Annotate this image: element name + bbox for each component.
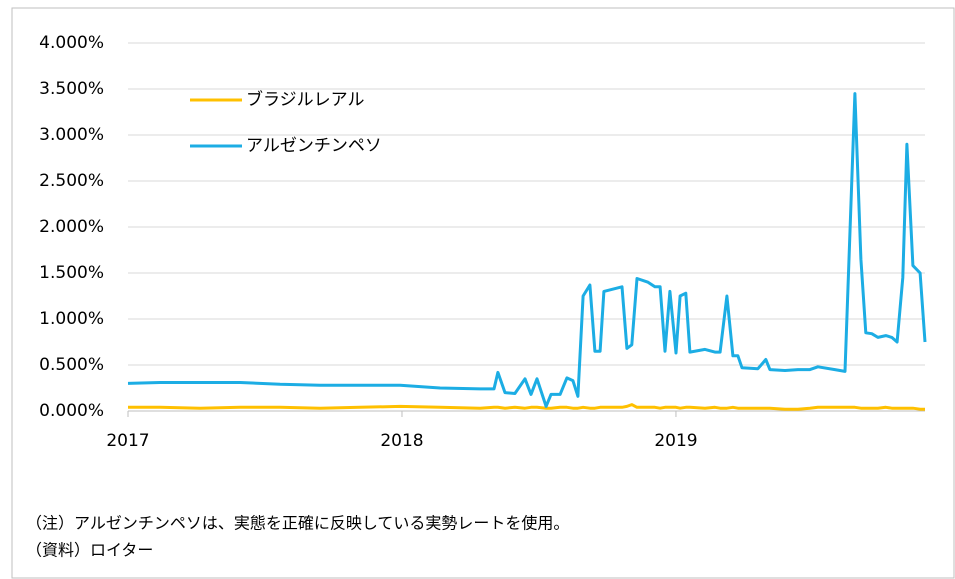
x-tick-label: 2019: [654, 431, 697, 451]
y-tick-label: 4.000%: [39, 33, 104, 53]
x-tick-label: 2018: [380, 431, 423, 451]
legend-label: ブラジルレアル: [246, 89, 365, 110]
x-tick-label: 2017: [106, 431, 149, 451]
y-tick-label: 2.000%: [39, 217, 104, 237]
y-tick-label: 0.000%: [39, 401, 104, 421]
line-series: [127, 92, 927, 408]
line-series: [128, 403, 925, 411]
y-tick-label: 3.500%: [39, 79, 104, 99]
y-tick-label: 1.000%: [39, 309, 104, 329]
note: （資料）ロイター: [26, 541, 153, 560]
legend-label: アルゼンチンペソ: [246, 136, 382, 156]
chart-frame: [11, 7, 955, 579]
y-tick-label: 0.500%: [39, 355, 104, 375]
note: （注）アルゼンチンペソは、実態を正確に反映している実勢レートを使用。: [26, 514, 569, 533]
y-tick-label: 1.500%: [39, 263, 104, 283]
y-tick-label: 2.500%: [39, 171, 104, 191]
y-tick-label: 3.000%: [39, 125, 104, 145]
